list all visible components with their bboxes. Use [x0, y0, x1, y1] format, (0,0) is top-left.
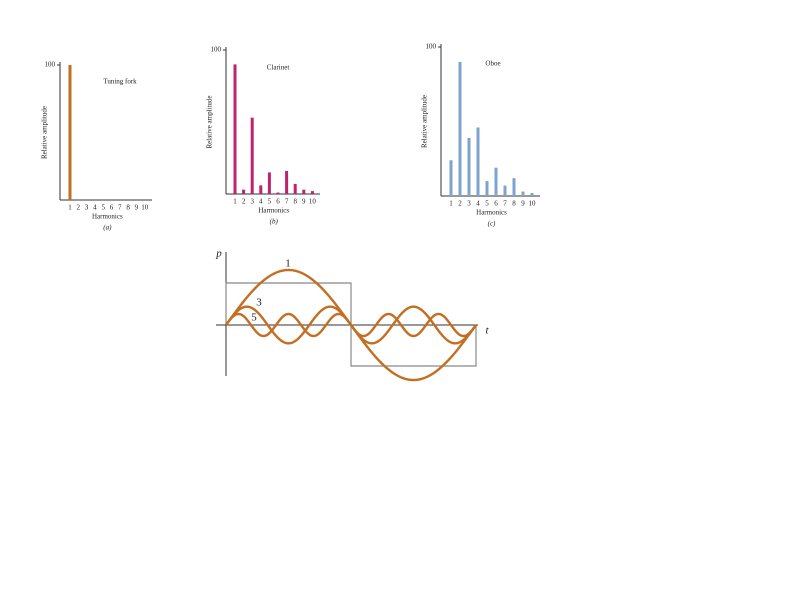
x-axis-label: Harmonics: [258, 207, 289, 215]
waveform-diagram: p t 1 3 5: [215, 248, 489, 382]
bar: [233, 64, 237, 195]
x-tick-label: 8: [512, 200, 516, 208]
x-tick-label: 3: [250, 198, 254, 206]
x-tick-label: 1: [68, 204, 72, 212]
chart-title: Oboe: [485, 60, 500, 68]
chart-title: Tuning fork: [103, 78, 137, 86]
bar: [285, 170, 289, 194]
x-tick-label: 5: [485, 200, 489, 208]
y-tick-label: 100: [211, 46, 222, 54]
bar: [250, 117, 254, 194]
curve-label: 1: [285, 258, 291, 270]
bar: [276, 192, 280, 194]
x-tick-label: 9: [521, 200, 525, 208]
harmonic-curve: [225, 312, 477, 338]
x-tick-label: 2: [77, 204, 81, 212]
bar: [467, 137, 471, 196]
caption: (b): [270, 218, 279, 226]
y-axis-label: Relative amplitude: [206, 95, 214, 148]
bar: [530, 193, 534, 196]
x-tick-label: 9: [135, 204, 139, 212]
x-tick-label: 9: [302, 198, 306, 206]
p-label: p: [215, 248, 222, 260]
x-tick-label: 7: [118, 204, 122, 212]
caption: (c): [488, 220, 496, 228]
x-tick-label: 5: [268, 198, 272, 206]
caption: (a): [103, 224, 112, 232]
curve-label: 3: [256, 297, 262, 309]
x-tick-label: 6: [494, 200, 498, 208]
y-axis-label: Relative amplitude: [41, 106, 49, 159]
bar: [521, 191, 525, 196]
bar: [302, 189, 306, 194]
x-tick-label: 4: [476, 200, 480, 208]
x-tick-label: 10: [529, 200, 537, 208]
bar: [267, 172, 271, 194]
x-tick-label: 1: [233, 198, 237, 206]
bar-chart: 100 Tuning fork Relative amplitude Harmonic…: [41, 61, 152, 232]
x-tick-label: 7: [285, 198, 289, 206]
bar: [293, 183, 297, 194]
bar: [485, 181, 489, 196]
bar: [494, 167, 498, 196]
x-tick-label: 4: [259, 198, 263, 206]
x-tick-label: 1: [449, 200, 453, 208]
bar: [242, 189, 246, 194]
y-tick-label: 100: [45, 61, 56, 69]
x-tick-label: 6: [276, 198, 280, 206]
bar: [259, 185, 263, 194]
x-tick-label: 10: [309, 198, 317, 206]
x-tick-label: 2: [458, 200, 462, 208]
x-axis-label: Harmonics: [92, 213, 123, 221]
curve-label: 5: [251, 312, 257, 324]
bar: [68, 65, 72, 200]
x-tick-label: 5: [101, 204, 105, 212]
bar: [449, 160, 453, 196]
x-tick-label: 4: [93, 204, 97, 212]
bar-chart: 100 Clarinet Relative amplitude Harmonics (b…: [206, 46, 320, 226]
x-tick-label: 7: [503, 200, 507, 208]
bar: [476, 127, 480, 196]
x-tick-label: 8: [293, 198, 297, 206]
bar: [458, 61, 462, 197]
chart-title: Clarinet: [267, 64, 290, 72]
bar: [310, 191, 314, 194]
bar-chart: 100 Oboe Relative amplitude Harmonics (c) 1 2 3…: [421, 43, 540, 228]
y-tick-label: 100: [426, 43, 437, 51]
x-tick-label: 8: [126, 204, 130, 212]
x-tick-label: 3: [467, 200, 471, 208]
x-tick-label: 6: [110, 204, 114, 212]
bar: [512, 178, 516, 196]
x-tick-label: 10: [141, 204, 149, 212]
bar: [503, 185, 507, 196]
x-tick-label: 3: [85, 204, 89, 212]
y-axis-label: Relative amplitude: [421, 95, 429, 148]
x-tick-label: 2: [242, 198, 246, 206]
t-label: t: [485, 325, 489, 337]
x-axis-label: Harmonics: [476, 209, 507, 217]
